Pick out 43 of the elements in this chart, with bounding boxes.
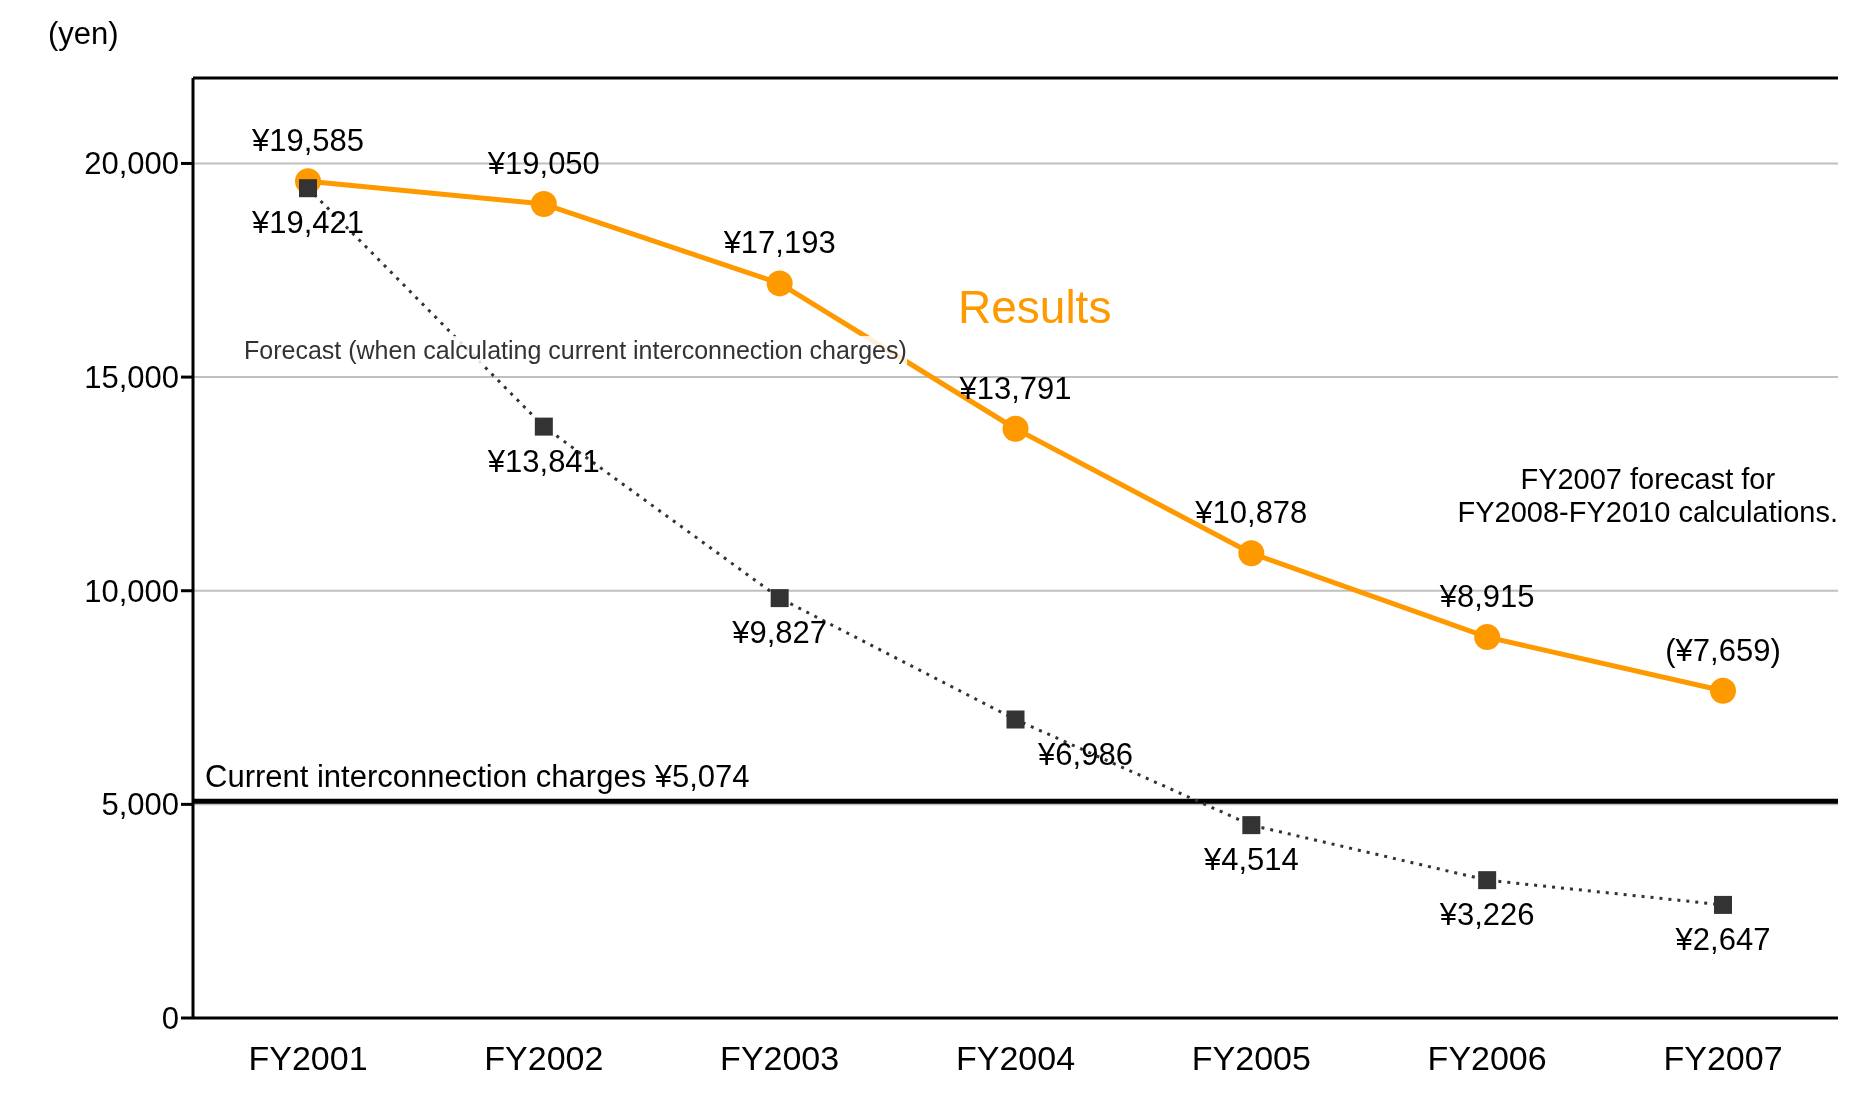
data-label: ¥8,915 bbox=[1438, 579, 1535, 615]
point bbox=[1714, 895, 1732, 914]
point bbox=[1474, 624, 1501, 651]
data-label: (¥7,659) bbox=[1665, 632, 1781, 668]
point bbox=[1002, 415, 1029, 442]
point bbox=[1710, 677, 1736, 704]
x-tick-label: FY2005 bbox=[1191, 1039, 1311, 1078]
data-label: ¥10,878 bbox=[1194, 495, 1308, 531]
x-tick-label: FY2003 bbox=[720, 1039, 840, 1078]
x-tick-label: FY2002 bbox=[484, 1039, 604, 1078]
data-label: ¥4,514 bbox=[1202, 842, 1299, 878]
point bbox=[530, 191, 557, 218]
y-tick-label: 15,000 bbox=[84, 360, 179, 396]
point bbox=[770, 589, 789, 608]
y-tick-label: 10,000 bbox=[84, 573, 179, 609]
y-axis-title: (yen) bbox=[48, 16, 119, 52]
text: Forecast (when calculating current interconnection charges) bbox=[244, 336, 907, 365]
y-tick-label: 5,000 bbox=[101, 787, 179, 823]
data-label: ¥6,986 bbox=[1037, 736, 1133, 772]
point bbox=[1242, 816, 1261, 835]
x-tick-label: FY2007 bbox=[1663, 1039, 1783, 1078]
series-label: Results bbox=[958, 280, 1112, 334]
data-label: ¥13,791 bbox=[958, 370, 1072, 406]
data-label: ¥17,193 bbox=[722, 225, 836, 261]
data-label: ¥19,421 bbox=[250, 205, 365, 241]
data-label: ¥9,827 bbox=[731, 615, 828, 651]
data-label: ¥13,841 bbox=[486, 443, 600, 479]
data-label: ¥19,050 bbox=[486, 146, 600, 182]
point bbox=[1478, 871, 1497, 890]
point bbox=[1238, 540, 1265, 567]
x-tick-label: FY2001 bbox=[248, 1039, 368, 1078]
x-tick-label: FY2006 bbox=[1427, 1039, 1547, 1078]
y-tick-label: 20,000 bbox=[84, 146, 179, 182]
x-tick-label: FY2004 bbox=[955, 1039, 1076, 1078]
data-label: ¥2,647 bbox=[1674, 921, 1771, 957]
data-label: ¥19,585 bbox=[250, 123, 365, 159]
data-label: ¥3,226 bbox=[1438, 897, 1535, 933]
point bbox=[766, 270, 793, 297]
point bbox=[534, 417, 553, 436]
y-tick-label: 0 bbox=[161, 1001, 179, 1037]
annotation: FY2007 forecast for FY2008-FY2010 calculations. bbox=[1457, 463, 1838, 529]
point bbox=[1006, 710, 1025, 729]
ref-line-label: Current interconnection charges ¥5,074 bbox=[205, 759, 750, 795]
